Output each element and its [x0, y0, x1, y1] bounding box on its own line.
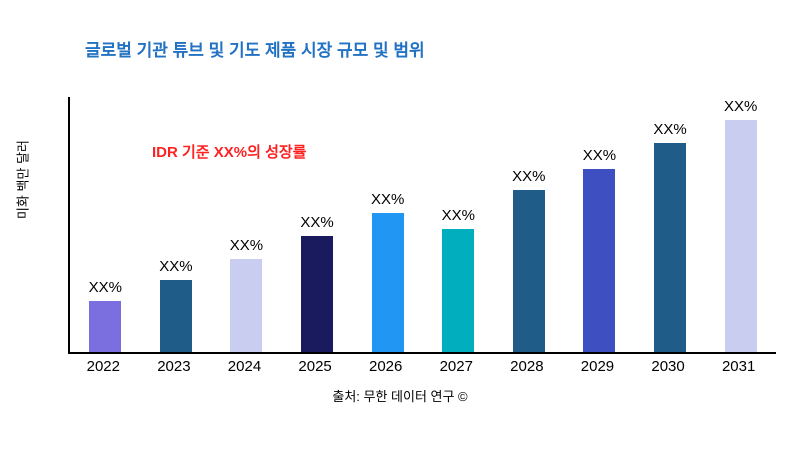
y-axis-label: 미화 백만 달러 [15, 140, 31, 219]
bar-2022 [89, 301, 122, 352]
bar-value-label-2029: XX% [582, 147, 617, 164]
x-axis-tick-labels: 2022 2023 2024 2025 2026 2027 2028 2029 2030 2031 [68, 358, 774, 375]
bar-group-2022: XX% [70, 279, 141, 352]
bar-2028 [512, 190, 545, 352]
bar-value-label-2028: XX% [512, 168, 546, 185]
bar-group-2026: XX% [352, 191, 423, 352]
plot-area: IDR 기준 XX%의 성장률 XX% XX% XX% XX% XX% XX% XX% XX%… [68, 97, 776, 354]
bar-2025 [301, 236, 334, 352]
x-tick-2028: 2028 [510, 358, 544, 375]
bar-2029 [583, 169, 616, 352]
bar-2027 [442, 229, 475, 352]
bar-2031 [724, 120, 757, 352]
bar-2023 [159, 280, 192, 352]
bar-group-2027: XX% [423, 207, 494, 352]
bar-value-label-2022: XX% [88, 279, 122, 296]
x-tick-2027: 2027 [439, 358, 473, 375]
bar-value-label-2025: XX% [300, 214, 334, 231]
bar-group-2029: XX% [564, 147, 635, 352]
bar-value-label-2031: XX% [723, 98, 758, 115]
x-tick-2030: 2030 [651, 358, 685, 375]
x-tick-2022: 2022 [86, 358, 120, 375]
x-tick-2023: 2023 [157, 358, 191, 375]
bar-group-2024: XX% [211, 237, 282, 352]
bar-value-label-2027: XX% [441, 207, 475, 224]
x-tick-2025: 2025 [298, 358, 332, 375]
bar-group-2025: XX% [282, 214, 353, 352]
bar-value-label-2030: XX% [653, 121, 687, 138]
bar-group-2028: XX% [494, 168, 565, 352]
bars-container: XX% XX% XX% XX% XX% XX% XX% XX% XX% XX% [70, 97, 776, 352]
x-tick-2026: 2026 [368, 358, 403, 375]
bar-2024 [230, 259, 263, 352]
growth-rate-annotation: IDR 기준 XX%의 성장률 [152, 144, 307, 161]
bar-2026 [371, 213, 404, 352]
chart-title: 글로벌 기관 튜브 및 기도 제품 시장 규모 및 범위 [85, 41, 425, 60]
bar-group-2030: XX% [635, 121, 706, 352]
bar-group-2023: XX% [141, 258, 212, 352]
bar-2030 [654, 143, 687, 352]
bar-group-2031: XX% [705, 98, 776, 352]
bar-value-label-2026: XX% [370, 191, 405, 208]
source-caption: 출처: 무한 데이터 연구 © [332, 389, 468, 404]
bar-value-label-2023: XX% [159, 258, 193, 275]
x-tick-2029: 2029 [580, 358, 615, 375]
bar-value-label-2024: XX% [229, 237, 264, 254]
x-tick-2031: 2031 [721, 358, 756, 375]
x-tick-2024: 2024 [227, 358, 262, 375]
